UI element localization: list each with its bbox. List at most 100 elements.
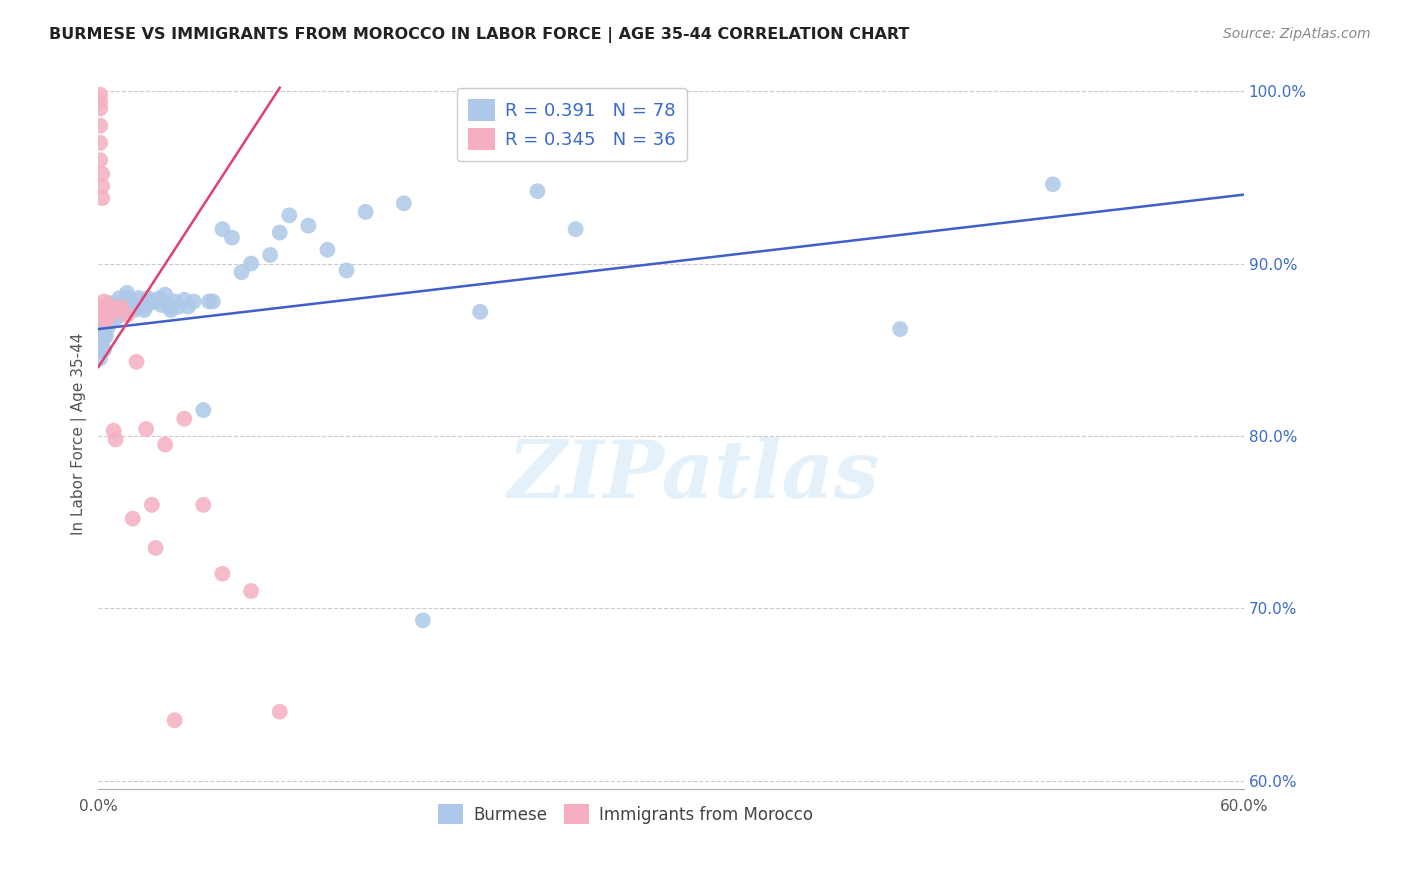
- Point: [163, 294, 186, 309]
- Point: [354, 205, 377, 219]
- Point: [89, 153, 111, 168]
- Point: [89, 119, 111, 133]
- Point: [100, 311, 122, 326]
- Point: [89, 322, 111, 336]
- Point: [135, 294, 157, 309]
- Point: [129, 298, 152, 312]
- Point: [211, 222, 233, 236]
- Point: [93, 303, 115, 318]
- Text: BURMESE VS IMMIGRANTS FROM MOROCCO IN LABOR FORCE | AGE 35-44 CORRELATION CHART: BURMESE VS IMMIGRANTS FROM MOROCCO IN LA…: [49, 27, 910, 43]
- Point: [193, 498, 215, 512]
- Point: [278, 208, 301, 222]
- Point: [139, 296, 162, 310]
- Point: [89, 351, 111, 366]
- Point: [316, 243, 339, 257]
- Point: [94, 308, 117, 322]
- Point: [141, 498, 163, 512]
- Point: [392, 196, 415, 211]
- Point: [91, 191, 114, 205]
- Point: [91, 343, 114, 357]
- Point: [412, 613, 434, 627]
- Point: [114, 296, 136, 310]
- Point: [124, 303, 146, 318]
- Point: [120, 294, 142, 309]
- Point: [269, 705, 291, 719]
- Point: [100, 303, 122, 318]
- Point: [89, 95, 111, 109]
- Point: [173, 411, 195, 425]
- Point: [127, 291, 149, 305]
- Point: [163, 713, 186, 727]
- Point: [136, 291, 159, 305]
- Point: [297, 219, 319, 233]
- Point: [89, 87, 111, 102]
- Point: [91, 300, 114, 314]
- Point: [131, 300, 153, 314]
- Point: [135, 422, 157, 436]
- Point: [145, 541, 167, 555]
- Point: [153, 437, 176, 451]
- Point: [115, 308, 138, 322]
- Point: [470, 305, 492, 319]
- Point: [240, 256, 263, 270]
- Point: [104, 311, 127, 326]
- Point: [148, 291, 170, 305]
- Point: [134, 303, 156, 318]
- Point: [93, 311, 115, 326]
- Point: [211, 566, 233, 581]
- Point: [93, 311, 115, 326]
- Point: [1042, 178, 1064, 192]
- Point: [112, 305, 135, 319]
- Point: [193, 403, 215, 417]
- Text: ZIPatlas: ZIPatlas: [508, 437, 880, 515]
- Point: [93, 294, 115, 309]
- Point: [121, 298, 143, 312]
- Point: [107, 308, 129, 322]
- Point: [269, 226, 291, 240]
- Point: [97, 308, 120, 322]
- Y-axis label: In Labor Force | Age 35-44: In Labor Force | Age 35-44: [72, 332, 87, 534]
- Point: [201, 294, 224, 309]
- Point: [97, 320, 120, 334]
- Point: [526, 184, 548, 198]
- Point: [94, 317, 117, 331]
- Point: [889, 322, 911, 336]
- Point: [141, 294, 163, 309]
- Point: [89, 136, 111, 150]
- Point: [94, 329, 117, 343]
- Point: [97, 308, 120, 322]
- Point: [91, 179, 114, 194]
- Point: [118, 291, 141, 305]
- Point: [98, 308, 121, 322]
- Point: [150, 298, 173, 312]
- Point: [125, 355, 148, 369]
- Point: [108, 291, 131, 305]
- Point: [259, 248, 281, 262]
- Point: [94, 303, 117, 318]
- Point: [104, 433, 127, 447]
- Point: [125, 300, 148, 314]
- Point: [93, 320, 115, 334]
- Point: [160, 303, 183, 318]
- Point: [91, 317, 114, 331]
- Point: [103, 308, 125, 322]
- Point: [98, 308, 121, 322]
- Point: [240, 584, 263, 599]
- Point: [97, 298, 120, 312]
- Point: [98, 296, 121, 310]
- Point: [153, 287, 176, 301]
- Point: [107, 298, 129, 312]
- Point: [91, 167, 114, 181]
- Point: [91, 326, 114, 340]
- Point: [121, 511, 143, 525]
- Point: [107, 303, 129, 318]
- Point: [167, 300, 190, 314]
- Point: [183, 294, 205, 309]
- Point: [221, 231, 243, 245]
- Point: [110, 298, 132, 312]
- Point: [93, 329, 115, 343]
- Point: [94, 313, 117, 327]
- Point: [103, 424, 125, 438]
- Text: Source: ZipAtlas.com: Source: ZipAtlas.com: [1223, 27, 1371, 41]
- Point: [231, 265, 253, 279]
